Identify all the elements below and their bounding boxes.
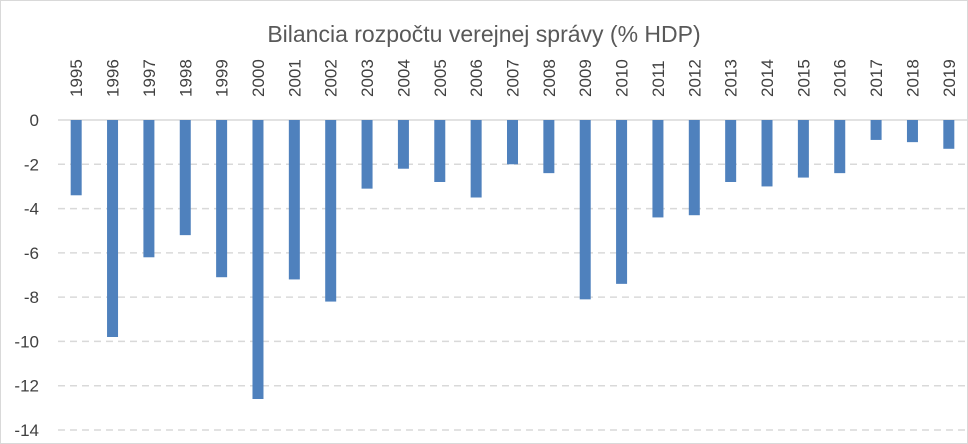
bar-2007	[507, 120, 518, 165]
chart-title: Bilancia rozpočtu verejnej správy (% HDP…	[267, 21, 700, 47]
x-tick-label: 2002	[322, 59, 341, 97]
x-tick-label: 2010	[613, 59, 632, 97]
y-tick-label: -10	[14, 332, 39, 351]
x-tick-label: 2000	[249, 59, 268, 97]
x-tick-label: 2019	[940, 59, 959, 97]
x-tick-label: 1998	[176, 59, 195, 97]
y-tick-label: -6	[24, 244, 39, 263]
y-tick-label: -14	[14, 421, 39, 440]
x-axis-tick-labels: 1995 1996 1997 1998 1999 2000 2001 2002 2003 2004…	[67, 59, 959, 97]
bar-2016	[834, 120, 846, 174]
bar-2000	[252, 120, 264, 399]
bar-2010	[616, 120, 628, 284]
bar-1998	[179, 120, 191, 236]
bar-2018	[906, 120, 918, 143]
bar-1996	[107, 120, 119, 337]
bar-2003	[361, 120, 373, 189]
bar-1999	[216, 120, 228, 278]
x-tick-label: 2005	[431, 59, 450, 97]
bar-1997	[143, 120, 155, 258]
bar-2002	[325, 120, 337, 302]
x-tick-label: 2008	[540, 59, 559, 97]
bar-2004	[397, 120, 409, 169]
bar-2017	[870, 120, 882, 140]
x-tick-label: 2015	[794, 59, 813, 97]
x-tick-label: 2003	[358, 59, 377, 97]
y-tick-label: -2	[24, 155, 39, 174]
x-tick-label: 2013	[722, 59, 741, 97]
y-tick-label: -4	[24, 200, 39, 219]
x-tick-label: 2012	[685, 59, 704, 97]
bars	[70, 120, 955, 399]
x-tick-label: 2004	[394, 59, 413, 97]
bar-2005	[434, 120, 446, 182]
bar-2013	[725, 120, 737, 182]
bar-2009	[579, 120, 591, 300]
bar-2015	[797, 120, 809, 178]
bar-2014	[761, 120, 773, 187]
x-tick-label: 2007	[504, 59, 523, 97]
x-tick-label: 1995	[67, 59, 86, 97]
x-tick-label: 2011	[649, 60, 668, 97]
y-axis-tick-labels: 0 -2 -4 -6 -8 -10 -12 -14	[14, 111, 39, 440]
bar-2011	[652, 120, 664, 218]
y-tick-label: 0	[30, 111, 39, 130]
x-tick-label: 2014	[758, 59, 777, 97]
bar-2019	[943, 120, 955, 149]
x-tick-label: 2001	[285, 59, 304, 97]
bar-1995	[70, 120, 82, 196]
x-tick-label: 1999	[213, 59, 232, 97]
bar-2001	[288, 120, 300, 280]
bar-2012	[688, 120, 700, 216]
x-tick-label: 2018	[903, 59, 922, 97]
bar-2006	[470, 120, 482, 198]
x-tick-label: 1997	[140, 59, 159, 97]
gridlines	[58, 119, 967, 431]
y-tick-label: -8	[24, 288, 39, 307]
x-tick-label: 2016	[831, 59, 850, 97]
bar-2008	[543, 120, 555, 174]
x-tick-label: 1996	[104, 59, 123, 97]
x-tick-label: 2009	[576, 59, 595, 97]
x-tick-label: 2017	[867, 59, 886, 97]
y-tick-label: -12	[14, 377, 39, 396]
x-tick-label: 2006	[467, 59, 486, 97]
